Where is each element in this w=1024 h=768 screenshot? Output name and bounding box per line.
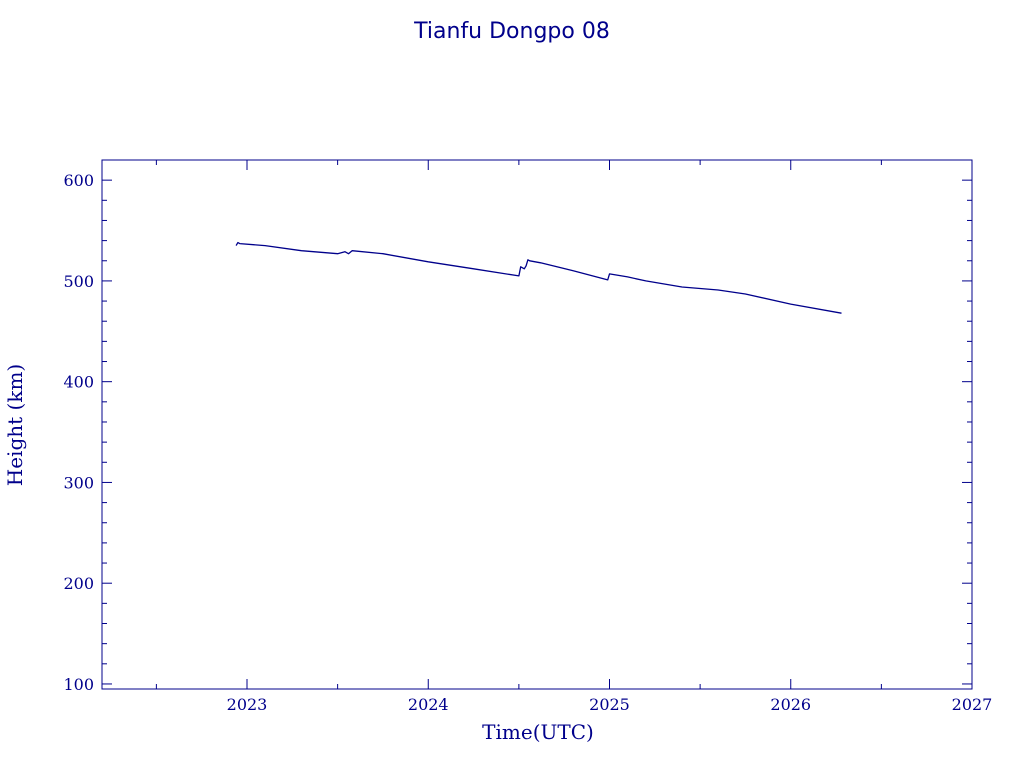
- y-tick-label: 100: [63, 675, 94, 694]
- x-tick-label: 2027: [952, 695, 993, 714]
- y-axis: 100 200 300 400 500 600: [63, 159, 972, 694]
- plot-frame: [101, 159, 973, 690]
- x-tick-label: 2026: [770, 695, 811, 714]
- y-tick-label: 400: [63, 373, 94, 392]
- x-axis: 2023 2024 2025 2026 2027: [155, 160, 993, 714]
- y-tick-label: 200: [63, 574, 94, 593]
- y-tick-label: 500: [63, 272, 94, 291]
- y-axis-label: Height (km): [3, 364, 27, 486]
- height-series-line: [235, 241, 842, 314]
- x-axis-label: Time(UTC): [482, 720, 594, 744]
- series-layer: [235, 241, 842, 314]
- x-tick-label: 2023: [227, 695, 268, 714]
- y-tick-label: 300: [63, 473, 94, 492]
- x-tick-label: 2025: [589, 695, 630, 714]
- y-tick-label: 600: [63, 171, 94, 190]
- chart-title: Tianfu Dongpo 08: [413, 19, 610, 44]
- x-tick-label: 2024: [408, 695, 449, 714]
